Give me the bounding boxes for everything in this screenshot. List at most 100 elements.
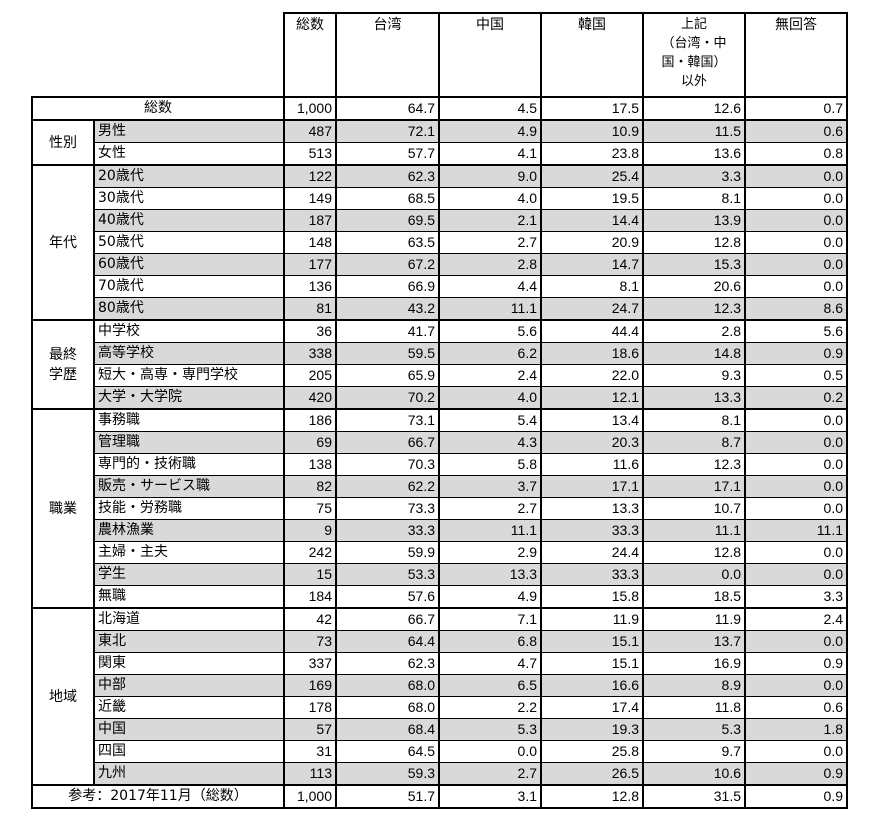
value-cell: 16.6 bbox=[540, 674, 644, 697]
value-cell: 12.3 bbox=[642, 297, 746, 321]
value-cell: 0.0 bbox=[744, 408, 848, 432]
row-label: 50歳代 bbox=[93, 231, 285, 254]
value-cell: 23.8 bbox=[540, 142, 644, 166]
row-label: 短大・高専・専門学校 bbox=[93, 364, 285, 387]
value-cell: 12.8 bbox=[642, 541, 746, 564]
value-cell: 13.3 bbox=[642, 386, 746, 410]
table-row: 高等学校 338 59.5 6.2 18.6 14.8 0.9 bbox=[32, 342, 848, 365]
column-header: 韓国 bbox=[540, 12, 644, 98]
value-cell: 59.3 bbox=[335, 762, 440, 786]
value-cell: 0.9 bbox=[744, 784, 848, 809]
value-cell: 51.7 bbox=[335, 784, 440, 809]
value-cell: 65.9 bbox=[335, 364, 440, 387]
value-cell: 0.9 bbox=[744, 342, 848, 365]
value-cell: 17.5 bbox=[540, 96, 644, 121]
value-cell: 24.4 bbox=[540, 541, 644, 564]
table-row: 九州 113 59.3 2.7 26.5 10.6 0.9 bbox=[32, 762, 848, 786]
value-cell: 73 bbox=[283, 630, 337, 653]
value-cell: 10.7 bbox=[642, 497, 746, 520]
value-cell: 4.0 bbox=[438, 386, 542, 410]
value-cell: 15.1 bbox=[540, 652, 644, 675]
total-row: 総数 1,000 64.7 4.5 17.5 12.6 0.7 bbox=[31, 96, 848, 121]
value-cell: 15.3 bbox=[642, 253, 746, 276]
value-cell: 57 bbox=[283, 718, 337, 741]
value-cell: 4.5 bbox=[438, 96, 542, 121]
value-cell: 177 bbox=[283, 253, 337, 276]
table-row: 無職 184 57.6 4.9 15.8 18.5 3.3 bbox=[32, 585, 848, 609]
value-cell: 82 bbox=[283, 475, 337, 498]
value-cell: 4.1 bbox=[438, 142, 542, 166]
column-header: 総数 bbox=[283, 12, 337, 98]
value-cell: 13.4 bbox=[540, 408, 644, 432]
value-cell: 3.3 bbox=[744, 585, 848, 609]
table-row: 管理職 69 66.7 4.3 20.3 8.7 0.0 bbox=[32, 431, 848, 454]
value-cell: 57.7 bbox=[335, 142, 440, 166]
value-cell: 43.2 bbox=[335, 297, 440, 321]
value-cell: 113 bbox=[283, 762, 337, 786]
value-cell: 13.3 bbox=[540, 497, 644, 520]
value-cell: 0.0 bbox=[744, 431, 848, 454]
header-row: 総数 台湾 中国 韓国 上記 （台湾・中 国・韓国） 以外 無回答 bbox=[32, 12, 848, 98]
value-cell: 8.9 bbox=[642, 674, 746, 697]
group-label: 地域 bbox=[31, 607, 95, 786]
table-row: 60歳代 177 67.2 2.8 14.7 15.3 0.0 bbox=[32, 253, 848, 276]
value-cell: 187 bbox=[283, 209, 337, 232]
value-cell: 11.1 bbox=[438, 519, 542, 542]
value-cell: 5.6 bbox=[744, 319, 848, 343]
value-cell: 14.4 bbox=[540, 209, 644, 232]
table-row: 女性 513 57.7 4.1 23.8 13.6 0.8 bbox=[32, 142, 848, 166]
value-cell: 4.3 bbox=[438, 431, 542, 454]
value-cell: 9.0 bbox=[438, 164, 542, 188]
value-cell: 0.9 bbox=[744, 652, 848, 675]
value-cell: 0.0 bbox=[744, 674, 848, 697]
value-cell: 11.1 bbox=[744, 519, 848, 542]
value-cell: 31.5 bbox=[642, 784, 746, 809]
value-cell: 66.9 bbox=[335, 275, 440, 298]
value-cell: 11.9 bbox=[642, 607, 746, 631]
value-cell: 20.6 bbox=[642, 275, 746, 298]
value-cell: 19.3 bbox=[540, 718, 644, 741]
value-cell: 12.8 bbox=[540, 784, 644, 809]
value-cell: 4.9 bbox=[438, 119, 542, 143]
value-cell: 205 bbox=[283, 364, 337, 387]
value-cell: 3.7 bbox=[438, 475, 542, 498]
value-cell: 67.2 bbox=[335, 253, 440, 276]
value-cell: 31 bbox=[283, 740, 337, 763]
table-row: 四国 31 64.5 0.0 25.8 9.7 0.0 bbox=[32, 740, 848, 763]
row-label: 60歳代 bbox=[93, 253, 285, 276]
value-cell: 3.3 bbox=[642, 164, 746, 188]
value-cell: 0.0 bbox=[744, 231, 848, 254]
row-label: 高等学校 bbox=[93, 342, 285, 365]
row-label: 70歳代 bbox=[93, 275, 285, 298]
row-label: 大学・大学院 bbox=[93, 386, 285, 410]
value-cell: 9 bbox=[283, 519, 337, 542]
value-cell: 64.7 bbox=[335, 96, 440, 121]
value-cell: 15 bbox=[283, 563, 337, 586]
value-cell: 4.7 bbox=[438, 652, 542, 675]
value-cell: 2.8 bbox=[642, 319, 746, 343]
row-label: 農林漁業 bbox=[93, 519, 285, 542]
value-cell: 149 bbox=[283, 187, 337, 210]
value-cell: 13.6 bbox=[642, 142, 746, 166]
value-cell: 2.2 bbox=[438, 696, 542, 719]
value-cell: 68.4 bbox=[335, 718, 440, 741]
value-cell: 69 bbox=[283, 431, 337, 454]
row-label: 男性 bbox=[93, 119, 285, 143]
group-label: 性別 bbox=[31, 119, 95, 166]
row-label: 四国 bbox=[93, 740, 285, 763]
row-label: 80歳代 bbox=[93, 297, 285, 321]
value-cell: 11.6 bbox=[540, 453, 644, 476]
table-row: 職業 事務職 186 73.1 5.4 13.4 8.1 0.0 bbox=[31, 408, 848, 609]
value-cell: 42 bbox=[283, 607, 337, 631]
value-cell: 4.0 bbox=[438, 187, 542, 210]
reference-label: 参考：2017年11月（総数） bbox=[31, 784, 285, 809]
value-cell: 6.5 bbox=[438, 674, 542, 697]
value-cell: 14.7 bbox=[540, 253, 644, 276]
value-cell: 8.7 bbox=[642, 431, 746, 454]
value-cell: 63.5 bbox=[335, 231, 440, 254]
row-label: 総数 bbox=[31, 96, 285, 121]
value-cell: 62.3 bbox=[335, 164, 440, 188]
value-cell: 15.1 bbox=[540, 630, 644, 653]
row-label: 主婦・主夫 bbox=[93, 541, 285, 564]
value-cell: 41.7 bbox=[335, 319, 440, 343]
